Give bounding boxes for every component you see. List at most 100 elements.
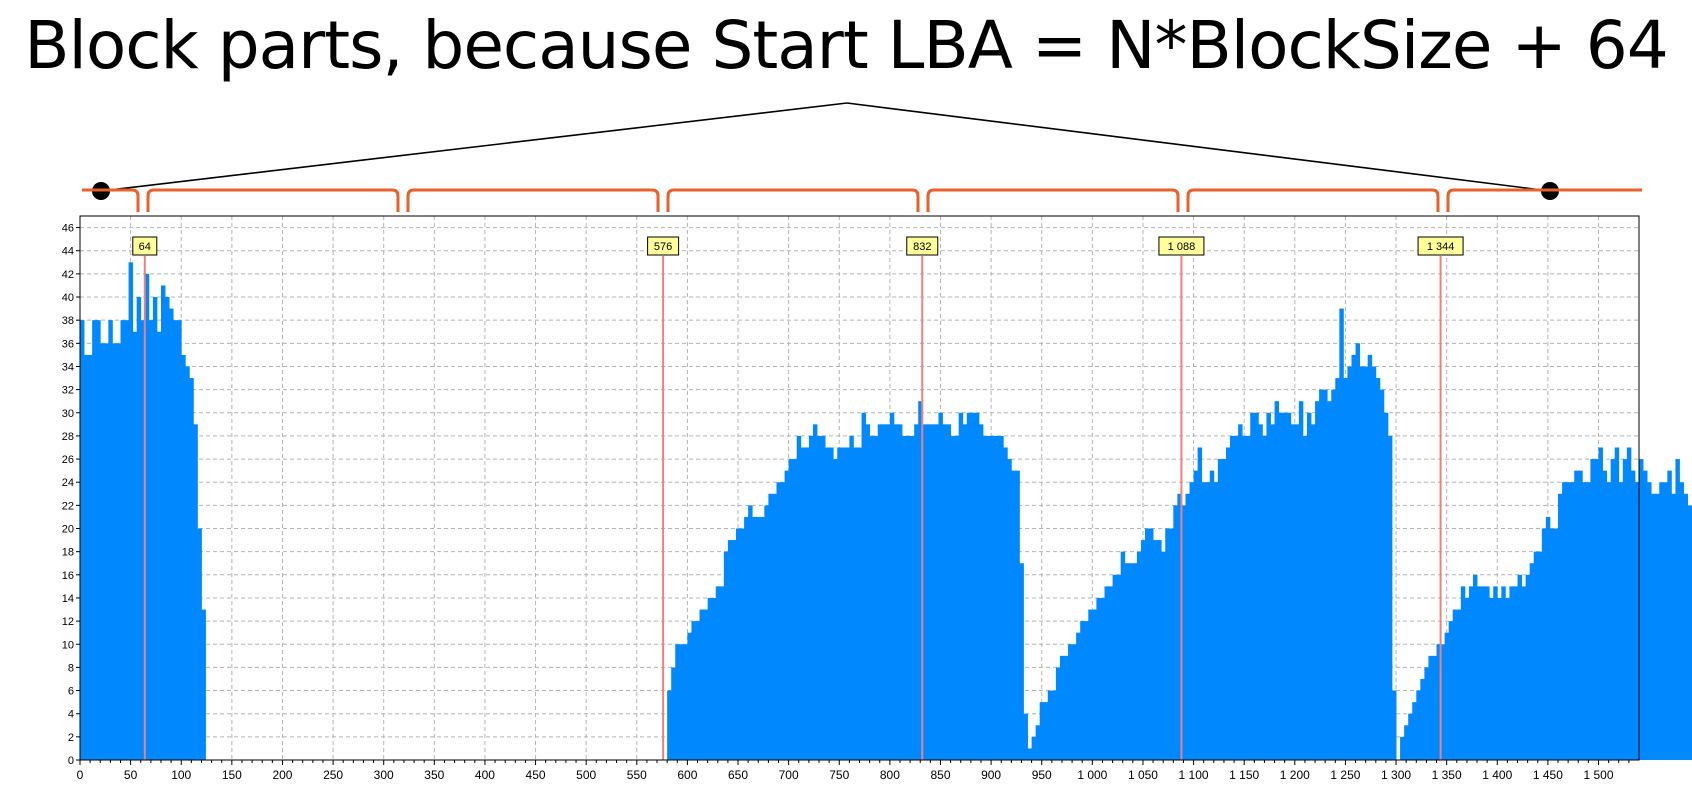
histogram-bar [735,528,741,760]
histogram-bar [1189,482,1194,760]
histogram-bar [776,482,781,760]
histogram-bar [849,435,854,760]
histogram-bar [1671,493,1676,760]
y-tick-label: 6 [68,686,74,698]
fan-line-right [846,102,1551,192]
histogram-bar [1128,563,1134,760]
histogram-bar [926,424,931,760]
histogram-bar [1683,493,1688,760]
y-tick-label: 36 [62,338,74,350]
marker-label: 832 [913,241,931,253]
histogram-bar [857,447,862,760]
histogram-bar [1234,435,1239,760]
histogram-bar [1655,493,1660,760]
histogram-bar [853,447,858,760]
histogram-bar [1464,597,1470,760]
histogram-bar [906,435,911,760]
histogram-bar [780,482,785,760]
histogram-bar [152,297,158,760]
histogram-bar [1383,412,1389,760]
histogram-bar [1177,493,1182,760]
histogram-bar [181,354,186,760]
histogram-bar [934,424,939,760]
marker-label-box [647,236,680,256]
histogram-bar [1043,702,1049,760]
histogram-bar [1485,586,1490,760]
histogram-bar [1436,644,1441,760]
x-tick-label: 150 [222,768,242,782]
histogram-bar [1238,424,1243,760]
x-tick-label: 350 [424,768,444,782]
histogram-bar [160,285,166,760]
histogram-bar [124,320,129,760]
histogram-bar [918,401,923,760]
histogram-bar [1566,482,1571,760]
histogram-bar [1444,632,1450,760]
histogram-bar [1416,690,1421,760]
histogram-bar [1278,412,1284,760]
histogram-bar [974,412,980,760]
histogram-bar [744,516,749,760]
histogram-bar [148,320,154,760]
histogram-bar [1517,574,1522,760]
x-tick-label: 1 500 [1583,768,1613,782]
histogram-bar [1687,505,1692,760]
marker-label: 576 [654,241,672,253]
histogram-bar [1675,459,1680,760]
histogram-bar [136,297,142,760]
histogram-bar [1606,482,1612,760]
histogram-bar [1468,586,1474,760]
histogram-bar [804,447,810,760]
histogram-bar [189,378,194,760]
histogram-bar [914,424,919,760]
block-bracket [1446,188,1642,212]
y-tick-label: 20 [62,524,74,536]
histogram-bar [727,540,733,760]
block-bracket-overlay [82,102,1642,212]
histogram-bar [1602,470,1608,760]
y-tick-label: 40 [62,292,74,304]
histogram-bar [1440,644,1446,760]
histogram-bar [1400,736,1405,760]
histogram-bar [1639,459,1644,760]
histogram-bar [1630,470,1636,760]
histogram-bar [1489,597,1494,760]
histogram-bar [1319,389,1324,760]
histogram-bar [1112,574,1118,760]
x-tick-label: 100 [171,768,191,782]
x-tick-label: 300 [374,768,394,782]
x-tick-label: 450 [526,768,546,782]
histogram-bar [1553,528,1559,760]
histogram-bar [1031,736,1037,760]
histogram-bar [1582,482,1587,760]
histogram-bar [1124,563,1130,760]
x-tick-label: 600 [677,768,697,782]
marker-label: 1 088 [1168,241,1196,253]
page-title: Block parts, because Start LBA = N*Block… [24,7,1668,84]
histogram-bar [1116,574,1122,760]
histogram-bar [1242,435,1247,760]
histogram-bar [1169,528,1174,760]
histogram-bar [910,435,915,760]
histogram-bar [1679,482,1684,760]
marker-label-box [1417,236,1464,256]
histogram-bar [1201,482,1207,760]
histogram-bar [808,435,814,760]
y-tick-label: 34 [62,361,74,373]
histogram-bar [1529,563,1535,760]
histogram-bar [1051,690,1057,760]
histogram-bar [893,424,899,760]
histogram-bar [1391,690,1397,760]
histogram-bar [723,551,729,760]
histogram-bar [1549,528,1555,760]
histogram-bar [84,354,89,760]
histogram-bar [825,447,830,760]
histogram-bar [169,308,174,760]
histogram-bar [902,435,907,760]
histogram-bar [1481,586,1486,760]
histogram-bar [930,424,935,760]
x-tick-label: 1 150 [1229,768,1259,782]
histogram-bar [845,447,850,760]
histogram-bar [1217,459,1223,760]
histogram-bar [1023,713,1028,760]
